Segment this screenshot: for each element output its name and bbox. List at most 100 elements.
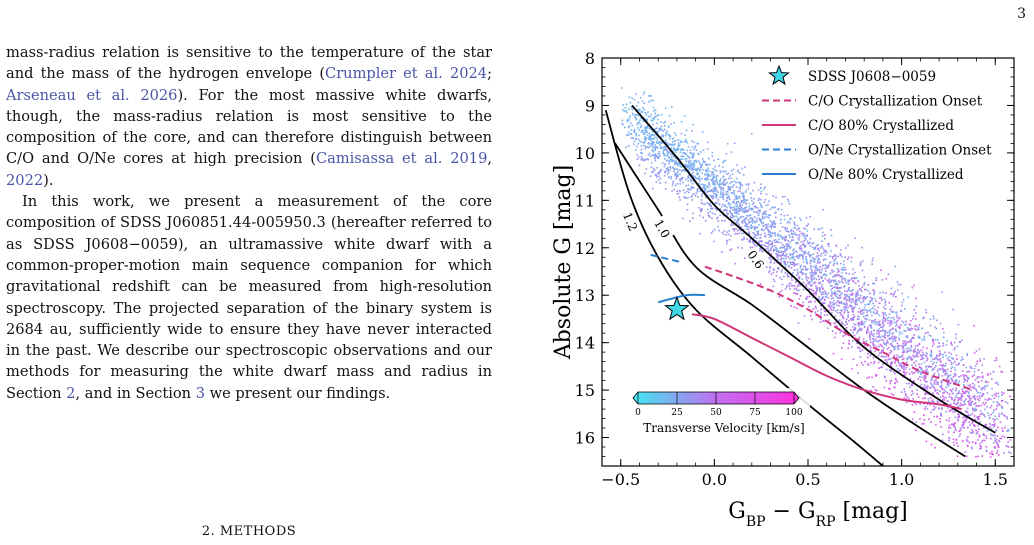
scatter-point bbox=[760, 205, 763, 208]
scatter-point bbox=[991, 394, 994, 397]
scatter-point bbox=[939, 353, 941, 356]
scatter-point bbox=[665, 107, 667, 109]
scatter-point bbox=[742, 202, 745, 204]
scatter-point bbox=[931, 358, 934, 361]
scatter-point bbox=[845, 318, 848, 320]
scatter-point bbox=[711, 217, 713, 219]
scatter-point bbox=[839, 254, 842, 257]
scatter-point bbox=[965, 390, 967, 392]
scatter-point bbox=[956, 442, 958, 444]
scatter-point bbox=[990, 437, 992, 440]
scatter-point bbox=[621, 122, 623, 125]
scatter-point bbox=[787, 264, 790, 267]
scatter-point bbox=[843, 286, 845, 288]
y-tick-label: 8 bbox=[585, 49, 595, 68]
scatter-point bbox=[828, 278, 830, 281]
scatter-point bbox=[784, 260, 786, 263]
scatter-point bbox=[719, 170, 722, 172]
scatter-point bbox=[668, 151, 670, 154]
scatter-point bbox=[722, 175, 725, 178]
scatter-point bbox=[737, 217, 740, 220]
scatter-point bbox=[810, 260, 812, 263]
scatter-point bbox=[989, 372, 992, 375]
scatter-point bbox=[745, 224, 748, 226]
scatter-point bbox=[693, 161, 695, 164]
scatter-point bbox=[1008, 429, 1010, 432]
scatter-point bbox=[632, 137, 634, 140]
scatter-point bbox=[731, 192, 734, 194]
scatter-point bbox=[774, 223, 777, 225]
scatter-point bbox=[972, 395, 975, 398]
scatter-point bbox=[699, 169, 701, 172]
scatter-point bbox=[910, 344, 913, 347]
scatter-point bbox=[859, 327, 861, 330]
scatter-point bbox=[925, 371, 928, 373]
scatter-point bbox=[665, 131, 668, 134]
citation-link[interactable]: 2 bbox=[66, 384, 76, 402]
scatter-point bbox=[659, 169, 662, 172]
scatter-point bbox=[929, 324, 932, 327]
scatter-point bbox=[778, 296, 781, 298]
citation-link[interactable]: Crumpler et al. 2024 bbox=[325, 65, 488, 83]
citation-link[interactable]: Arseneau et al. 2026 bbox=[6, 86, 178, 104]
scatter-point bbox=[913, 356, 916, 359]
scatter-point bbox=[762, 213, 765, 215]
scatter-point bbox=[629, 133, 631, 135]
scatter-point bbox=[913, 327, 916, 330]
scatter-point bbox=[847, 289, 850, 292]
scatter-point bbox=[816, 255, 819, 257]
scatter-point bbox=[797, 284, 800, 287]
scatter-point bbox=[897, 348, 899, 350]
scatter-point bbox=[686, 166, 688, 169]
scatter-point bbox=[774, 241, 777, 244]
scatter-point bbox=[788, 275, 790, 278]
scatter-point bbox=[858, 329, 860, 332]
scatter-point bbox=[959, 341, 962, 343]
scatter-point bbox=[875, 279, 877, 281]
scatter-point bbox=[681, 158, 684, 160]
scatter-point bbox=[1006, 430, 1008, 432]
scatter-point bbox=[656, 155, 659, 158]
scatter-point bbox=[654, 159, 657, 162]
scatter-point bbox=[997, 392, 999, 395]
citation-link[interactable]: 2022 bbox=[6, 171, 44, 189]
scatter-point bbox=[883, 298, 886, 301]
scatter-point bbox=[838, 300, 840, 303]
scatter-point bbox=[686, 190, 688, 193]
crystallization-curves bbox=[650, 253, 974, 411]
scatter-point bbox=[714, 183, 716, 185]
scatter-point bbox=[737, 170, 739, 173]
citation-link[interactable]: Camisassa et al. 2019 bbox=[315, 150, 488, 168]
scatter-point bbox=[995, 429, 998, 431]
scatter-point bbox=[692, 164, 694, 167]
scatter-point bbox=[733, 142, 736, 144]
scatter-point bbox=[638, 121, 640, 123]
scatter-point bbox=[730, 235, 732, 237]
scatter-point bbox=[878, 339, 880, 342]
scatter-point bbox=[673, 170, 675, 172]
scatter-point bbox=[930, 366, 933, 368]
scatter-point bbox=[692, 123, 695, 126]
scatter-point bbox=[682, 217, 684, 220]
scatter-point bbox=[749, 246, 752, 249]
scatter-point bbox=[989, 407, 992, 409]
crystallization-curve bbox=[704, 265, 974, 392]
scatter-point bbox=[933, 408, 935, 411]
scatter-point bbox=[752, 222, 754, 224]
scatter-point bbox=[662, 147, 665, 149]
scatter-point bbox=[783, 238, 786, 241]
scatter-point bbox=[942, 392, 944, 394]
scatter-point bbox=[816, 288, 818, 290]
legend-label: O/Ne 80% Crystallized bbox=[808, 167, 964, 183]
citation-link[interactable]: 3 bbox=[195, 384, 205, 402]
scatter-point bbox=[905, 323, 907, 326]
scatter-point bbox=[787, 256, 789, 258]
scatter-point bbox=[801, 278, 803, 281]
scatter-point bbox=[764, 245, 767, 247]
scatter-point bbox=[728, 197, 731, 199]
scatter-point bbox=[728, 210, 731, 212]
scatter-point bbox=[900, 355, 902, 358]
scatter-point bbox=[634, 116, 636, 118]
scatter-point bbox=[718, 203, 721, 206]
scatter-point bbox=[744, 210, 746, 213]
